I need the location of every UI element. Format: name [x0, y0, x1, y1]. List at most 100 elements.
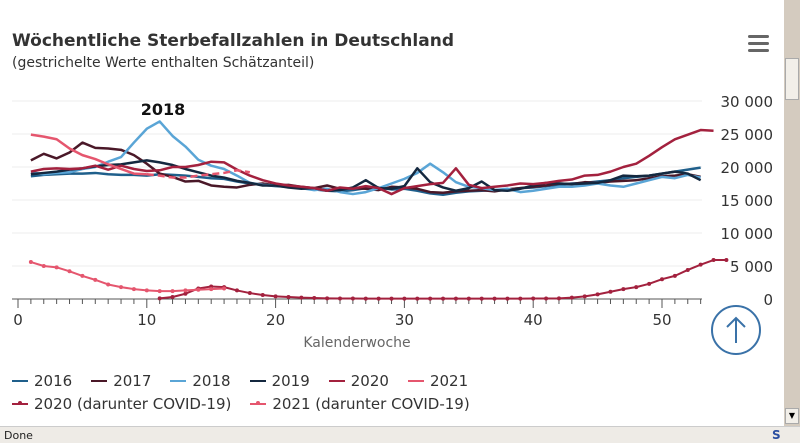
- chart-title: Wöchentliche Sterbefallzahlen in Deutsch…: [12, 31, 454, 51]
- legend-label: 2021 (darunter COVID-19): [272, 394, 470, 413]
- annotation-2018: 2018: [141, 100, 186, 119]
- y-tick-label: 0: [763, 291, 773, 309]
- series-2020-darunter-covid-19-point: [569, 295, 574, 300]
- series-2021-line-estimated: [146, 169, 251, 179]
- series-2020-darunter-covid-19-point: [350, 296, 355, 301]
- scroll-down-arrow-icon[interactable]: ▼: [785, 408, 799, 424]
- legend-swatch: [328, 379, 345, 382]
- series-2020-darunter-covid-19-point: [724, 258, 729, 263]
- status-bar: Done S: [0, 426, 800, 443]
- x-axis-label: Kalenderwoche: [303, 335, 410, 351]
- series-2020-darunter-covid-19-point: [634, 285, 639, 290]
- series-2020-darunter-covid-19-point: [711, 258, 716, 263]
- legend-swatch: [12, 401, 28, 405]
- series-2020-darunter-covid-19-point: [389, 296, 394, 301]
- legend-item[interactable]: 2018: [170, 371, 231, 390]
- series-2020-darunter-covid-19-point: [466, 296, 471, 301]
- series-2020-darunter-covid-19-point: [376, 296, 381, 301]
- arrow-up-icon: [726, 316, 746, 343]
- series-2020-darunter-covid-19-point: [363, 296, 368, 301]
- series-2020-line: [30, 128, 714, 196]
- series-2018-line: [30, 120, 701, 196]
- series-2021-darunter-covid-19-point: [67, 269, 72, 274]
- x-tick-label: 40: [524, 311, 543, 329]
- series-2020-darunter-covid-19-point: [260, 293, 265, 298]
- hamburger-menu-icon[interactable]: [748, 35, 769, 52]
- legend-label: 2020 (darunter COVID-19): [34, 394, 232, 413]
- legend-swatch: [249, 379, 266, 382]
- series-2020-darunter-covid-19-point: [479, 296, 484, 301]
- legend-item[interactable]: 2017: [91, 372, 151, 390]
- series-2020-darunter-covid-19-point: [492, 296, 497, 301]
- legend-item[interactable]: 2019: [249, 371, 310, 390]
- series-2020-darunter-covid-19-point: [234, 288, 239, 293]
- series-2020-darunter-covid-19-point: [415, 296, 420, 301]
- series-2020-darunter-covid-19-point: [441, 296, 446, 301]
- legend-swatch: [12, 379, 28, 382]
- y-tick-label: 10 000: [721, 225, 774, 243]
- y-tick-label: 20 000: [721, 159, 774, 177]
- series-2020-darunter-covid-19-point: [544, 296, 549, 301]
- series-2020-darunter-covid-19-point: [170, 295, 175, 300]
- series-2020-darunter-covid-19-point: [325, 296, 330, 301]
- legend-swatch: [91, 379, 108, 382]
- y-tick-label: 15 000: [721, 192, 774, 210]
- x-tick-label: 30: [395, 311, 414, 329]
- y-tick-label: 30 000: [721, 93, 774, 111]
- series-2020-darunter-covid-19-point: [338, 296, 342, 301]
- legend-swatch: [170, 379, 187, 382]
- legend: 2016 2017 2018 2019 2020 2021 2020 (darunter …: [12, 369, 489, 415]
- legend-item[interactable]: 2021: [407, 372, 468, 390]
- series-2021-darunter-covid-19-point: [144, 288, 149, 293]
- series-2021-darunter-covid-19-point: [93, 277, 98, 282]
- series-2020-darunter-covid-19-point: [505, 296, 510, 301]
- legend-label: 2019: [271, 371, 310, 390]
- legend-label: 2020: [350, 371, 389, 390]
- series-2021-darunter-covid-19-point: [157, 289, 162, 294]
- series-2020-darunter-covid-19-point: [647, 281, 652, 286]
- series-2021-darunter-covid-19-point: [209, 287, 214, 292]
- series-2020-darunter-covid-19-point: [621, 287, 626, 292]
- series-2021-darunter-covid-19-point: [183, 288, 188, 293]
- series-2021-darunter-covid-19-point: [54, 265, 59, 270]
- series-2020-darunter-covid-19-point: [402, 296, 407, 301]
- x-tick-label: 10: [137, 311, 156, 329]
- x-tick-label: 0: [13, 311, 23, 329]
- series-2021-darunter-covid-19-point: [222, 286, 227, 291]
- status-text: Done: [4, 429, 33, 442]
- legend-item[interactable]: 2016: [12, 372, 72, 390]
- series-2020-darunter-covid-19-point: [556, 296, 561, 301]
- vertical-scrollbar[interactable]: ▼: [784, 0, 800, 426]
- legend-item[interactable]: 2020 (darunter COVID-19): [12, 395, 231, 413]
- series-2021-line: [30, 133, 147, 176]
- series-2020-darunter-covid-19-point: [608, 289, 613, 294]
- series-2020-darunter-covid-19-point: [428, 296, 433, 301]
- legend-swatch: [407, 379, 424, 382]
- series-2021-darunter-covid-19-point: [80, 273, 85, 278]
- series-2020-darunter-covid-19-point: [183, 291, 188, 296]
- series-2021-darunter-covid-19-line: [30, 261, 225, 293]
- series-2021-darunter-covid-19-point: [119, 285, 124, 290]
- series-2020-darunter-covid-19-point: [157, 296, 162, 301]
- line-chart: 0 5 000 10 000 15 000 20 000 25 000 30 000 0 10 2…: [12, 93, 774, 351]
- legend-label: 2017: [113, 371, 152, 390]
- back-to-top-button[interactable]: [711, 305, 761, 355]
- y-tick-label: 5 000: [730, 258, 773, 276]
- x-tick-label: 20: [266, 311, 285, 329]
- series-2020-darunter-covid-19-point: [595, 292, 600, 297]
- scrollbar-thumb[interactable]: [785, 58, 799, 100]
- legend-item[interactable]: 2020: [328, 371, 389, 390]
- series-2021-darunter-covid-19-point: [28, 260, 33, 265]
- browser-logo-icon: S: [772, 428, 781, 442]
- series-2020-darunter-covid-19-point: [247, 291, 252, 296]
- legend-swatch: [250, 401, 267, 405]
- series-2020-darunter-covid-19-point: [531, 296, 536, 301]
- legend-item[interactable]: 2021 (darunter COVID-19): [250, 394, 470, 413]
- legend-label: 2018: [192, 371, 231, 390]
- series-2020-darunter-covid-19-point: [312, 296, 317, 301]
- series-2020-darunter-covid-19-point: [685, 267, 690, 272]
- series-2020-darunter-covid-19-point: [453, 296, 458, 301]
- x-tick-label: 50: [652, 311, 671, 329]
- series-2020-darunter-covid-19-point: [299, 295, 304, 300]
- series-2020-darunter-covid-19-point: [660, 277, 664, 282]
